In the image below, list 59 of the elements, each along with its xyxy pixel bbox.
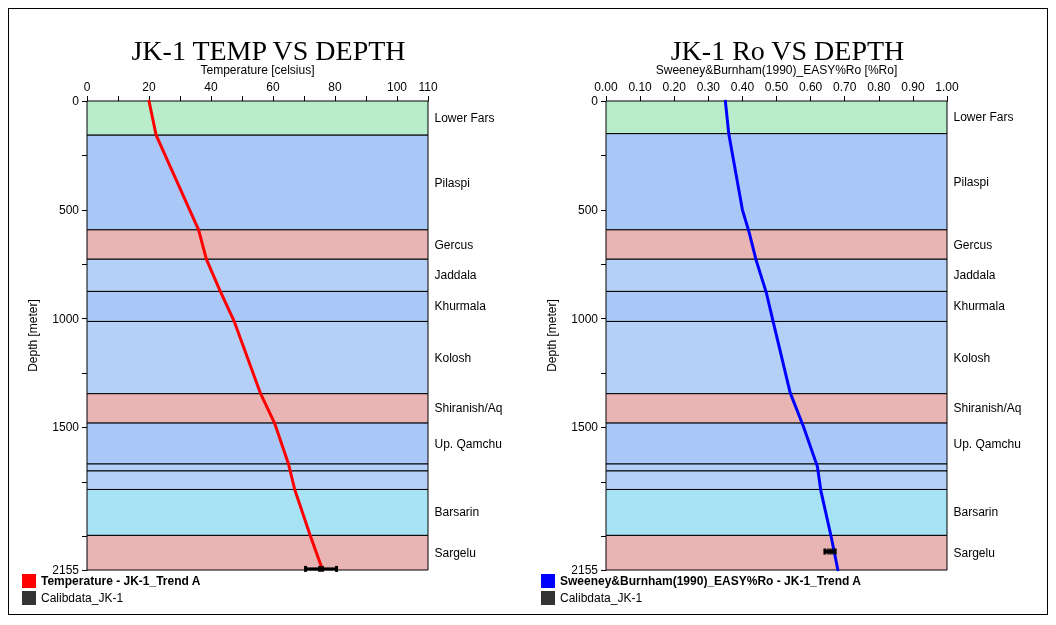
x-tick-label: 0: [83, 80, 91, 94]
y-tick-label: 1000: [571, 311, 599, 326]
y-tick-label: 0: [72, 94, 80, 108]
band-label: Pilaspi: [953, 174, 989, 189]
x-tick-label: 0.00: [594, 80, 618, 94]
x-tick-label: 60: [266, 80, 280, 94]
band-label: Khurmala: [434, 299, 487, 314]
x-tick-label: 0.30: [696, 80, 721, 94]
band-label: Sargelu: [953, 545, 995, 560]
x-axis-title: Sweeney&Burnham(1990)_EASY%Ro [%Ro]: [655, 63, 898, 78]
band-label: Kolosh: [953, 350, 991, 365]
band-label: Pilaspi: [434, 175, 470, 190]
y-tick-label: 2155: [52, 563, 80, 577]
y-axis-title: Depth [meter]: [545, 299, 559, 372]
x-tick-label: 80: [328, 80, 342, 94]
legend-label: Sweeney&Burnham(1990)_EASY%Ro - JK-1_Trend A: [560, 574, 862, 588]
x-tick-label: 1.00: [935, 80, 959, 94]
band-label: Up. Qamchu: [434, 436, 502, 451]
x-tick-label: 40: [204, 80, 218, 94]
band-label: Barsarin: [434, 505, 480, 520]
x-axis-title: Temperature [celsius]: [200, 63, 315, 78]
legend-label: Calibdata_JK-1: [560, 591, 643, 605]
x-tick-label: 0.70: [833, 80, 857, 94]
y-tick-label: 500: [58, 202, 80, 217]
x-tick-label: 0.40: [730, 80, 755, 94]
y-tick-label: 1500: [571, 420, 599, 435]
y-tick-label: 500: [577, 202, 599, 217]
band-label: Lower Fars: [434, 111, 495, 126]
y-tick-label: 1500: [52, 420, 80, 435]
x-tick-label: 100: [386, 80, 408, 94]
line-series: [723, 99, 840, 572]
band-label: Up. Qamchu: [953, 436, 1021, 451]
band-label: Jaddala: [953, 268, 996, 283]
chart-title: JK-1 TEMP VS DEPTH: [131, 34, 406, 66]
band-label: Gercus: [434, 237, 474, 252]
band-label: Barsarin: [953, 505, 999, 520]
band-label: Shiranish/Aq: [953, 401, 1022, 416]
y-tick-label: 1000: [52, 311, 80, 326]
x-tick-label: 0.10: [628, 80, 653, 94]
x-tick-label: 0.60: [798, 80, 823, 94]
y-tick-label: 0: [591, 94, 599, 108]
band-label: Khurmala: [953, 299, 1006, 314]
x-tick-label: 0.50: [764, 80, 789, 94]
band-label: Lower Fars: [953, 110, 1014, 125]
y-axis-title: Depth [meter]: [26, 299, 40, 372]
chart-title: JK-1 Ro VS DEPTH: [670, 34, 905, 66]
band-label: Sargelu: [434, 545, 476, 560]
legend-label: Temperature - JK-1_Trend A: [41, 574, 201, 588]
x-tick-label: 0.80: [867, 80, 891, 94]
band-label: Shiranish/Aq: [434, 401, 503, 416]
x-tick-label: 110: [418, 80, 438, 94]
x-tick-label: 20: [142, 80, 156, 94]
band-label: Kolosh: [434, 350, 472, 365]
y-tick-label: 2155: [571, 563, 599, 577]
legend-label: Calibdata_JK-1: [41, 591, 124, 605]
band-label: Gercus: [953, 237, 993, 252]
band-label: Jaddala: [434, 268, 477, 283]
x-tick-label: 0.20: [662, 80, 687, 94]
x-tick-label: 0.90: [901, 80, 925, 94]
